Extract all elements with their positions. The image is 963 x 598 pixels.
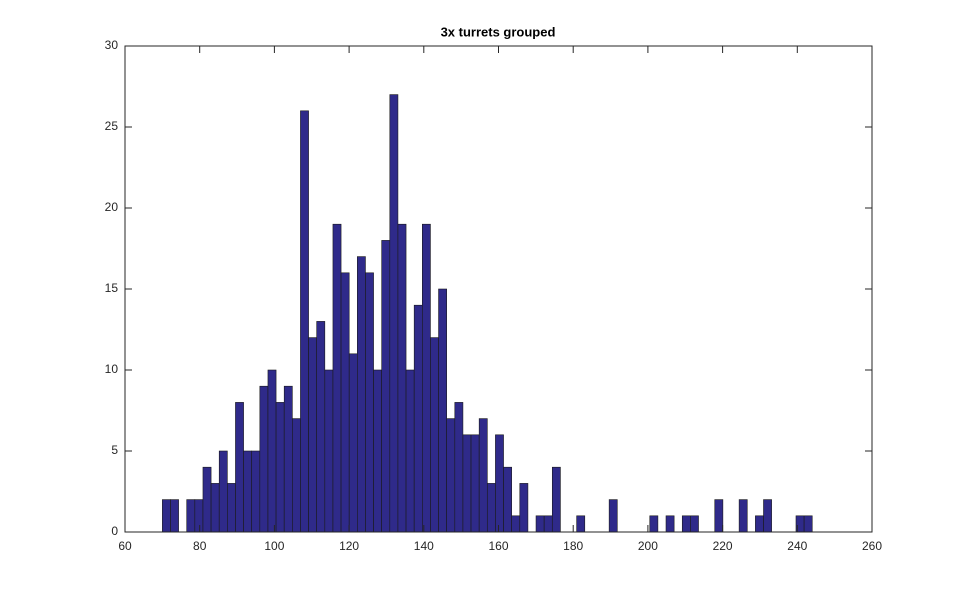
bar [365,272,374,533]
x-tick-label: 260 [862,539,882,553]
bar [316,321,326,533]
bar [283,385,293,533]
x-tick-label: 240 [787,539,807,553]
bar [422,223,431,533]
bar [495,434,504,533]
bar [763,499,772,533]
bar [543,515,553,533]
bar [251,450,261,533]
bar [324,369,334,533]
y-tick-label: 5 [111,443,118,457]
bar [243,450,253,533]
bar [235,402,244,533]
y-tick-label: 0 [111,524,118,538]
y-tick-label: 25 [105,119,119,133]
bar [503,466,512,533]
x-tick-label: 80 [193,539,207,553]
bar [649,515,659,533]
bar [162,499,171,533]
bar [665,515,675,533]
x-tick-label: 60 [118,539,132,553]
y-tick-label: 20 [105,200,119,214]
bar [551,466,561,533]
x-tick-label: 120 [339,539,359,553]
x-tick-label: 200 [638,539,658,553]
bar [381,240,391,533]
y-tick-label: 15 [105,281,119,295]
bar [462,434,472,533]
bar [267,369,277,533]
bar [332,223,342,533]
y-tick-label: 30 [105,38,119,52]
x-tick-label: 160 [488,539,508,553]
x-tick-label: 180 [563,539,583,553]
bar [308,337,317,533]
bar [608,499,618,533]
bar [681,515,691,533]
x-tick-label: 100 [264,539,284,553]
bar [755,515,764,533]
bar [690,515,699,533]
bar [803,515,813,533]
bar [576,515,586,533]
bar [535,515,545,533]
bar [714,499,724,533]
bar [373,369,382,533]
x-tick-label: 220 [713,539,733,553]
bar [511,515,521,533]
bar [186,499,196,533]
bar [486,483,496,533]
bar [300,110,309,533]
chart-title: 3x turrets grouped [441,24,556,39]
bar [170,499,179,533]
bar [348,353,358,533]
bar [194,499,204,533]
bar [202,466,212,533]
y-tick-label: 10 [105,362,119,376]
bar [413,304,423,533]
bar [430,337,439,533]
bar [405,369,415,533]
bar [210,483,220,533]
bar [470,434,480,533]
bar [478,418,488,533]
bar [275,402,285,533]
x-tick-label: 140 [414,539,434,553]
bar [340,272,350,533]
bar [454,402,464,533]
bar [259,385,269,533]
bar [357,256,366,533]
bar [397,223,407,533]
bar [227,483,236,533]
bar [438,288,447,533]
bar [738,499,748,533]
bar [446,418,456,533]
bar [519,483,529,533]
bar [389,94,399,533]
bar [292,418,301,533]
bar [218,450,228,533]
